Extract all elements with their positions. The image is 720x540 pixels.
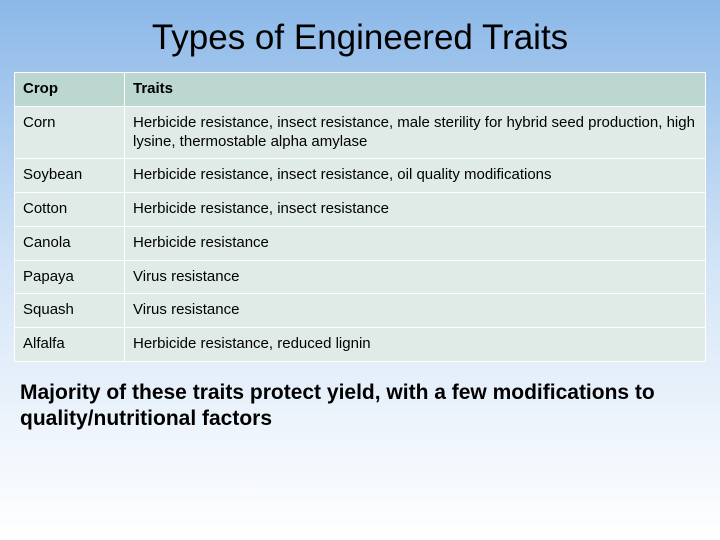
slide-container: Types of Engineered Traits Crop Traits C… xyxy=(0,0,720,540)
traits-cell: Virus resistance xyxy=(125,294,706,328)
crop-cell: Alfalfa xyxy=(15,328,125,362)
col-header-traits: Traits xyxy=(125,73,706,107)
table-row: Soybean Herbicide resistance, insect res… xyxy=(15,159,706,193)
crop-cell: Papaya xyxy=(15,260,125,294)
table-row: Alfalfa Herbicide resistance, reduced li… xyxy=(15,328,706,362)
footer-summary: Majority of these traits protect yield, … xyxy=(14,380,706,433)
crop-cell: Corn xyxy=(15,106,125,159)
table-row: Canola Herbicide resistance xyxy=(15,226,706,260)
table-row: Papaya Virus resistance xyxy=(15,260,706,294)
crop-cell: Squash xyxy=(15,294,125,328)
crop-cell: Cotton xyxy=(15,193,125,227)
traits-table: Crop Traits Corn Herbicide resistance, i… xyxy=(14,72,706,362)
traits-cell: Herbicide resistance, insect resistance,… xyxy=(125,106,706,159)
traits-cell: Herbicide resistance, insect resistance xyxy=(125,193,706,227)
traits-cell: Herbicide resistance, reduced lignin xyxy=(125,328,706,362)
traits-cell: Virus resistance xyxy=(125,260,706,294)
crop-cell: Canola xyxy=(15,226,125,260)
crop-cell: Soybean xyxy=(15,159,125,193)
table-row: Cotton Herbicide resistance, insect resi… xyxy=(15,193,706,227)
col-header-crop: Crop xyxy=(15,73,125,107)
table-row: Squash Virus resistance xyxy=(15,294,706,328)
traits-cell: Herbicide resistance, insect resistance,… xyxy=(125,159,706,193)
traits-cell: Herbicide resistance xyxy=(125,226,706,260)
slide-title: Types of Engineered Traits xyxy=(14,18,706,58)
table-header-row: Crop Traits xyxy=(15,73,706,107)
table-row: Corn Herbicide resistance, insect resist… xyxy=(15,106,706,159)
